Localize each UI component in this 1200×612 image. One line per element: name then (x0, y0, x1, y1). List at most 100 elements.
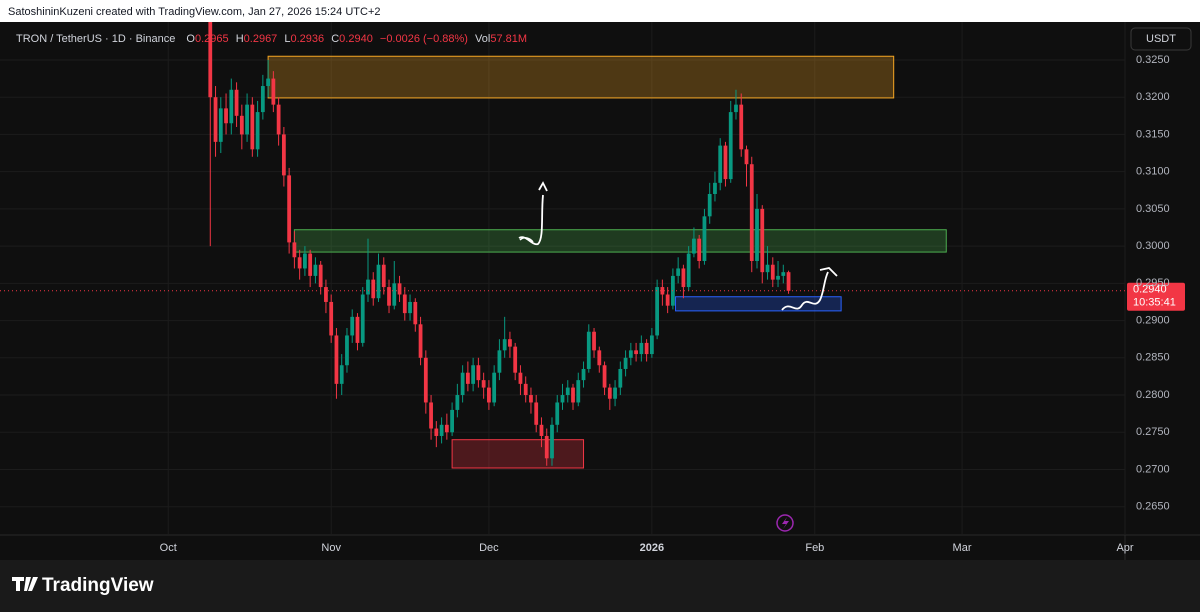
candle-body (655, 287, 660, 336)
candle-body (423, 357, 428, 403)
candle-body (308, 253, 313, 276)
x-tick-label: Oct (160, 542, 177, 554)
candle-body (581, 368, 586, 381)
hand-arrow (781, 267, 838, 311)
y-tick-label: 0.3200 (1136, 91, 1170, 103)
candle-body (245, 104, 249, 135)
candle-body (534, 402, 539, 425)
hand-arrow (519, 237, 534, 243)
candle-body (518, 372, 523, 384)
candle-body (313, 264, 318, 276)
candle-body (487, 387, 491, 403)
candle-body (502, 339, 507, 351)
candle-body (465, 372, 470, 384)
candle-body (350, 316, 355, 336)
candle-body (460, 372, 465, 396)
candle-body (576, 380, 581, 403)
candle-body (444, 424, 449, 433)
candle-body (387, 287, 391, 306)
countdown: 10:35:41 (1133, 297, 1176, 309)
candle-body (413, 301, 418, 325)
candle-body (550, 424, 554, 459)
currency: USDT (1146, 33, 1176, 45)
candle-body (613, 387, 617, 399)
zones (267, 55, 947, 469)
candle-body (234, 89, 239, 116)
candle-body (492, 372, 497, 403)
candle-body (360, 294, 365, 343)
candle-body (734, 104, 738, 113)
candle-body (529, 395, 533, 403)
candle-body (718, 145, 723, 183)
candle-body (597, 350, 602, 366)
candle-body (628, 350, 633, 358)
candle-body (271, 78, 276, 105)
y-tick-label: 0.2950 (1136, 277, 1170, 289)
candle-body (297, 257, 302, 269)
candle-body (229, 89, 234, 124)
candle-body (728, 112, 733, 180)
candle-body (644, 342, 649, 355)
x-tick-label: Dec (479, 542, 499, 554)
candle-body (523, 383, 528, 396)
candle-body (770, 264, 775, 280)
event-icon[interactable] (776, 514, 794, 532)
candle-body (418, 324, 423, 358)
candle-body (539, 424, 544, 436)
candle-body (760, 208, 765, 273)
candle-body (513, 346, 518, 373)
l-label: L (284, 33, 290, 45)
candle-body (434, 428, 439, 436)
event-icon-bolt (782, 517, 789, 529)
candle-body (676, 268, 681, 276)
candle-body (723, 145, 728, 180)
candle-body (402, 294, 407, 314)
zone (267, 55, 895, 99)
candle-body (744, 149, 749, 165)
candle-body (544, 435, 549, 459)
currency-button[interactable] (1130, 27, 1192, 51)
candle-body (303, 253, 307, 269)
candle-body (318, 264, 323, 288)
brand: TradingView (42, 575, 154, 596)
candle-body (239, 115, 244, 135)
h: 0.2967 (244, 33, 278, 45)
candle-body (602, 365, 607, 388)
symbol-legend: TRON / TetherUS · 1D · Binance O0.2965 H… (16, 33, 527, 45)
y-tick-label: 0.3100 (1136, 166, 1170, 178)
c: 0.2940 (339, 33, 373, 45)
candle-body (702, 216, 707, 262)
o: 0.2965 (195, 33, 229, 45)
candle-body (681, 268, 686, 288)
candle-body (497, 350, 502, 373)
candle-body (649, 335, 654, 355)
candle-body (355, 316, 360, 343)
footer (0, 560, 1200, 612)
candle-body (213, 97, 218, 142)
y-tick-label: 0.2900 (1136, 314, 1170, 326)
candle-body (639, 342, 644, 355)
candle-body (266, 78, 270, 87)
candle-body (781, 272, 786, 276)
change: −0.0026 (−0.88%) (380, 33, 468, 45)
candle-body (607, 387, 612, 399)
candle-body (334, 335, 339, 384)
y-tick-label: 0.3250 (1136, 54, 1170, 66)
candle-body (371, 279, 376, 299)
candle-body (345, 335, 349, 366)
candle-body (439, 424, 444, 436)
candle-body (713, 182, 717, 194)
candle-body (707, 193, 712, 217)
candle-body (471, 365, 476, 384)
candle-body (392, 283, 397, 306)
candle-body (660, 287, 665, 295)
candle-body (739, 104, 744, 150)
candles (208, 22, 791, 466)
candle-body (623, 357, 628, 369)
candle-body (381, 264, 386, 288)
candle-body (692, 238, 696, 254)
attribution-bar (0, 0, 1200, 22)
